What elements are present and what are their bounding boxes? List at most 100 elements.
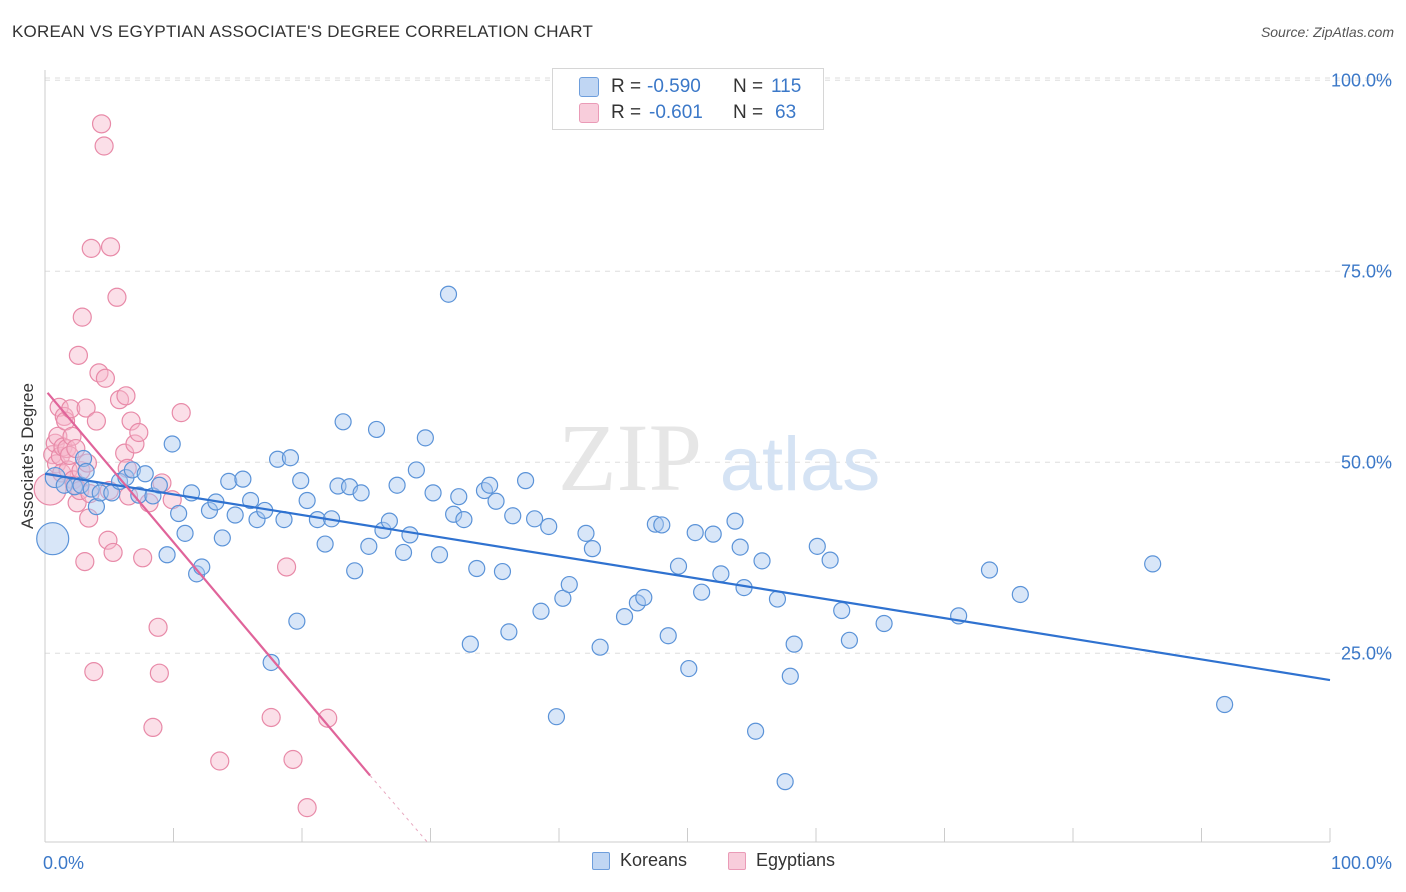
axis-labels: 25.0% 50.0% 75.0% 100.0% 0.0% 100.0% Associate… <box>18 70 1392 873</box>
korean-point <box>163 435 181 453</box>
korean-point <box>36 522 70 556</box>
legend-label-koreans: Koreans <box>620 850 688 870</box>
legend-r-label: R = <box>611 76 642 97</box>
korean-point <box>540 517 558 536</box>
korean-point <box>1144 555 1162 573</box>
egyptian-point <box>261 707 281 728</box>
korean-point <box>288 612 306 630</box>
korean-point <box>504 507 522 525</box>
egyptian-point <box>95 368 115 388</box>
egyptian-point <box>171 403 191 423</box>
korean-point <box>591 638 609 656</box>
egyptian-point <box>94 136 114 156</box>
korean-point <box>123 461 141 479</box>
korean-point <box>281 449 300 467</box>
korean-point <box>669 557 688 575</box>
korean-point <box>401 526 419 544</box>
korean-point <box>316 535 334 553</box>
korean-point <box>352 484 370 502</box>
korean-trend-line <box>44 472 1331 682</box>
korean-point <box>525 510 544 528</box>
korean-points <box>36 285 1234 791</box>
legend-n-label: N = <box>733 102 764 123</box>
egyptian-point <box>283 749 303 770</box>
egyptian-point <box>149 663 169 683</box>
korean-point <box>686 523 704 542</box>
egyptian-point <box>125 434 145 454</box>
korean-point <box>176 524 194 542</box>
korean-point <box>753 552 771 570</box>
egyptian-point <box>297 798 317 818</box>
egyptian-point <box>143 717 163 738</box>
x-tick-label-max: 100.0% <box>1331 853 1392 873</box>
egyptian-point <box>116 386 136 406</box>
legend-swatch-egyptians <box>579 103 599 123</box>
korean-point <box>74 449 93 468</box>
korean-point <box>380 512 398 530</box>
korean-point <box>407 461 425 479</box>
legend-swatch-koreans <box>579 77 599 97</box>
korean-point <box>416 429 434 447</box>
korean-point <box>875 614 893 633</box>
korean-point <box>77 462 95 481</box>
watermark-atlas: atlas <box>720 422 881 507</box>
korean-point <box>833 601 851 620</box>
korean-point <box>653 516 671 534</box>
korean-point <box>781 667 799 685</box>
trend-lines <box>44 392 1331 845</box>
korean-point <box>193 558 211 576</box>
korean-point <box>547 708 566 726</box>
korean-point <box>424 484 442 502</box>
y-tick-label: 100.0% <box>1331 70 1392 90</box>
korean-point <box>455 510 473 529</box>
korean-point <box>158 546 176 564</box>
korean-point <box>808 537 826 555</box>
korean-point <box>560 575 578 594</box>
korean-point <box>213 529 231 547</box>
legend-n-label: N = <box>733 76 764 97</box>
legend-r-value: -0.590 <box>647 76 701 97</box>
korean-point <box>840 631 859 649</box>
egyptian-point <box>75 552 95 572</box>
korean-point <box>747 722 765 740</box>
egyptian-point <box>129 422 149 443</box>
legend-swatch-egyptians <box>728 851 746 870</box>
legend-item-koreans[interactable]: Koreans <box>592 850 687 871</box>
chart-title: KOREAN VS EGYPTIAN ASSOCIATE'S DEGREE CO… <box>12 22 594 41</box>
egyptian-point <box>81 238 101 258</box>
egyptian-point <box>121 411 141 431</box>
legend-label-egyptians: Egyptians <box>756 850 836 870</box>
egyptian-point <box>107 287 127 307</box>
korean-point <box>500 623 518 641</box>
correlation-legend: R = -0.590 N = 115 R = -0.601 N = 63 <box>552 68 824 130</box>
korean-point <box>388 476 406 494</box>
korean-point <box>487 492 505 510</box>
legend-n-value: 63 <box>775 102 797 123</box>
korean-point <box>693 583 711 601</box>
korean-point <box>461 635 479 653</box>
korean-point <box>130 486 148 504</box>
korean-point <box>577 524 595 542</box>
korean-point <box>635 588 653 607</box>
egyptian-point <box>100 237 121 257</box>
korean-point <box>367 420 386 439</box>
korean-point <box>532 602 550 620</box>
korean-point <box>136 465 154 483</box>
egyptian-point <box>62 426 82 446</box>
egyptian-point <box>210 751 230 771</box>
korean-point <box>554 589 572 607</box>
source-credit: Source: ZipAtlas.com <box>1260 24 1394 40</box>
egyptian-point <box>103 542 123 563</box>
korean-point <box>785 635 803 653</box>
korean-point <box>220 472 238 490</box>
korean-point <box>468 559 486 578</box>
korean-point <box>226 506 244 524</box>
legend-item-egyptians[interactable]: Egyptians <box>728 850 835 871</box>
korean-point <box>768 590 787 608</box>
korean-point <box>516 472 535 490</box>
korean-point <box>659 627 677 645</box>
legend-r-value: -0.601 <box>649 102 703 123</box>
egyptian-point <box>76 398 96 418</box>
legend-n-value: 115 <box>771 76 802 97</box>
